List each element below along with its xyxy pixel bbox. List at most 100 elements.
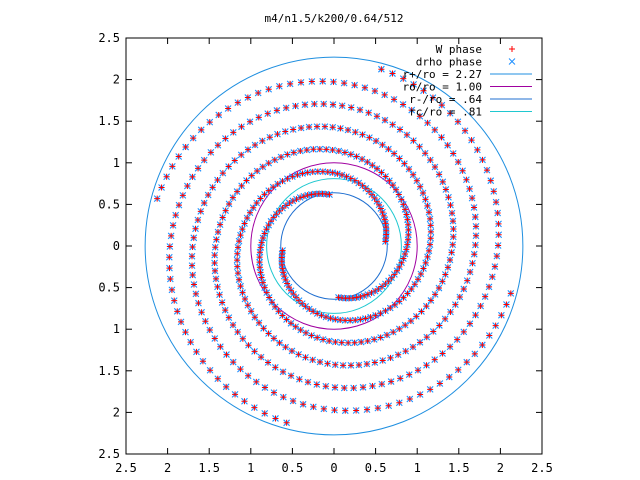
w-point — [371, 87, 378, 94]
w-point — [494, 209, 501, 216]
w-point — [154, 195, 161, 202]
w-point — [379, 357, 386, 364]
w-point — [372, 312, 379, 319]
w-point — [175, 202, 182, 209]
w-point — [168, 232, 175, 239]
w-point — [413, 177, 420, 184]
w-point — [260, 325, 267, 332]
w-point — [283, 104, 290, 111]
w-point — [400, 201, 407, 208]
w-point — [352, 129, 359, 136]
w-point — [405, 166, 412, 173]
w-point — [477, 303, 484, 310]
w-point — [422, 259, 429, 266]
w-point — [275, 308, 282, 315]
w-point — [234, 99, 241, 106]
w-point — [423, 303, 430, 310]
w-point — [359, 131, 366, 138]
w-point — [422, 196, 429, 203]
w-point — [350, 384, 357, 391]
w-point — [166, 243, 173, 250]
w-point — [464, 277, 471, 284]
w-point — [296, 376, 303, 383]
w-point — [215, 229, 221, 236]
w-point — [339, 172, 346, 179]
w-point — [379, 141, 386, 148]
w-point — [397, 375, 404, 382]
w-point — [447, 110, 454, 117]
w-point — [278, 153, 285, 160]
w-point — [469, 195, 476, 202]
w-point — [361, 84, 368, 91]
x-tick-label: 2 — [497, 461, 504, 475]
w-point — [417, 391, 424, 398]
w-point — [205, 192, 212, 199]
w-point — [192, 225, 199, 232]
w-point — [243, 177, 250, 184]
w-point — [283, 316, 290, 323]
w-point — [427, 156, 434, 163]
w-point — [404, 241, 411, 248]
w-point — [360, 384, 367, 391]
w-point — [449, 210, 456, 217]
w-point — [352, 317, 359, 324]
w-point — [245, 342, 252, 349]
w-point — [466, 185, 473, 192]
w-point — [427, 297, 434, 304]
w-point — [270, 389, 277, 396]
w-point — [358, 339, 365, 346]
w-point — [472, 223, 479, 230]
reference-circle — [144, 56, 524, 436]
x-tick-label: 1 — [414, 461, 421, 475]
w-point — [489, 273, 496, 280]
w-point — [230, 359, 237, 366]
w-point — [314, 334, 321, 341]
w-point — [373, 198, 380, 205]
w-point — [234, 244, 241, 251]
w-point — [498, 312, 505, 319]
w-point — [479, 341, 486, 348]
w-point — [207, 149, 214, 156]
w-point — [365, 109, 372, 116]
w-point — [217, 221, 224, 228]
w-point — [320, 100, 327, 107]
reference-circle — [250, 162, 418, 330]
w-point — [167, 276, 174, 283]
w-point — [331, 407, 338, 414]
w-point — [250, 204, 257, 211]
w-point — [389, 182, 396, 189]
w-point — [304, 169, 311, 176]
w-point — [442, 186, 449, 193]
w-point — [348, 104, 355, 111]
w-point — [222, 207, 229, 214]
w-point — [209, 184, 216, 191]
w-point — [416, 143, 423, 150]
w-point — [276, 83, 283, 90]
w-point — [385, 277, 392, 284]
w-point — [327, 315, 334, 322]
w-point — [367, 314, 374, 321]
w-point — [265, 86, 272, 93]
y-tick-label: 0.5 — [98, 281, 120, 295]
w-point — [403, 246, 410, 253]
w-point — [190, 281, 197, 288]
w-point — [341, 385, 348, 392]
w-point — [163, 173, 170, 180]
y-tick-label: 0.5 — [98, 197, 120, 211]
w-point — [266, 134, 273, 141]
w-point — [471, 251, 478, 258]
w-point — [335, 294, 342, 301]
w-point — [259, 137, 266, 144]
w-point — [258, 354, 265, 361]
w-point — [212, 275, 219, 282]
w-point — [469, 260, 476, 267]
data-points — [153, 65, 515, 427]
w-point — [222, 135, 229, 142]
w-point — [425, 247, 432, 254]
w-point — [381, 117, 388, 124]
w-point — [230, 321, 237, 328]
w-point — [189, 243, 196, 250]
w-point — [230, 129, 237, 136]
w-point — [276, 208, 283, 215]
w-point — [467, 269, 474, 276]
